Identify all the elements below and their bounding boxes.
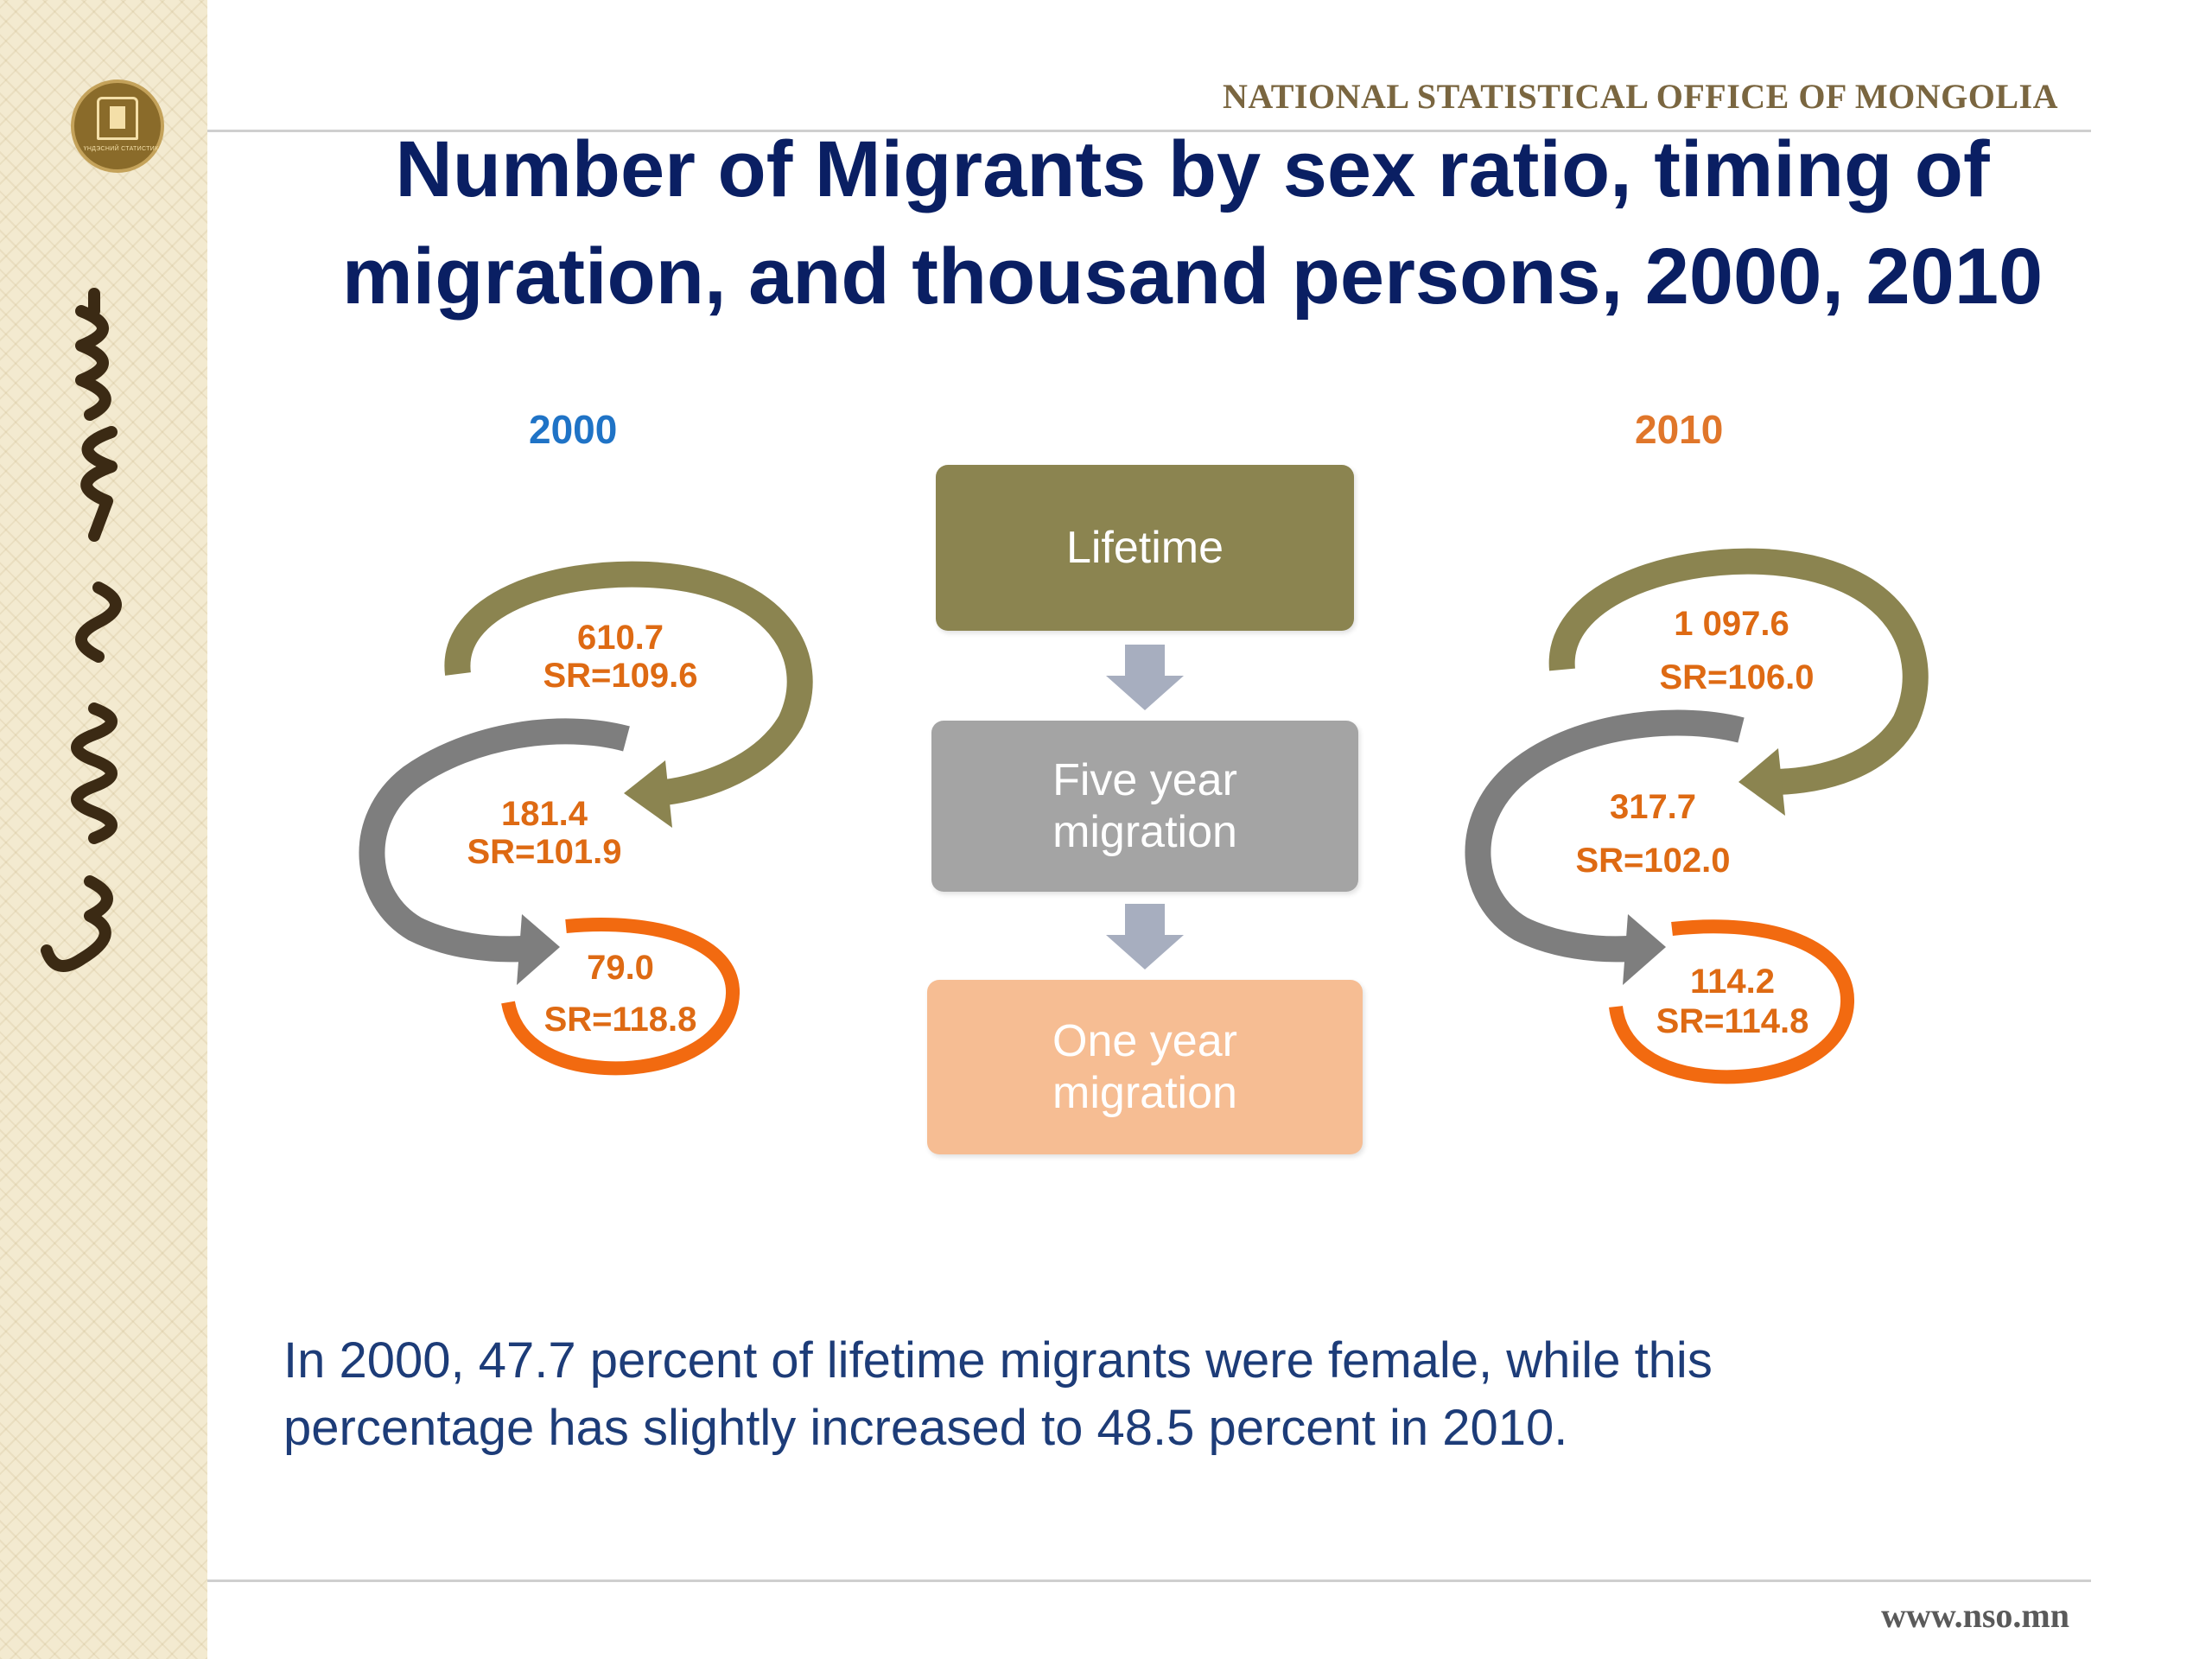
header-divider [207,130,2091,132]
arrows-2010 [1465,548,1929,1084]
caption-line-2: percentage has slightly increased to 48.… [283,1400,1568,1456]
one-year-value-2010: 114.2 [1690,963,1775,1001]
five-year-arrowhead-2000 [517,914,560,985]
title-line-2: migration, and thousand persons, 2000, 2… [341,232,2044,321]
lifetime-sr-2000: SR=109.6 [543,657,698,695]
one-year-migration-box: One year migration [927,980,1363,1154]
footer-divider [207,1580,2091,1582]
five-year-sr-2010: SR=102.0 [1575,842,1731,880]
website-url: www.nso.mn [1881,1596,2069,1635]
year-2010-heading: 2010 [1635,407,1724,452]
one-year-ring-2010 [1609,919,1855,1084]
lifetime-arrowhead-2000 [624,760,672,828]
five-year-arrowhead-2010 [1623,914,1666,985]
lifetime-arrowhead-2010 [1738,748,1785,816]
caption-line-1: In 2000, 47.7 percent of lifetime migran… [283,1332,1713,1389]
down-arrow-icon [1106,904,1184,969]
lifetime-curved-arrow-2010 [1548,548,1929,795]
lifetime-curved-arrow-2000 [444,561,813,806]
slide-title: Number of Migrants by sex ratio, timing … [173,116,2212,330]
logo-text: ҮНДЭСНИЙ СТАТИСТИК [83,146,159,152]
one-year-label-line-1: One year [1052,1016,1237,1066]
mongolian-script-ornament [41,288,122,972]
five-year-curved-arrow-2000 [359,718,630,963]
five-year-label-line-2: migration [1052,807,1237,857]
lifetime-value-2010: 1 097.6 [1674,605,1789,643]
lifetime-sr-2010: SR=106.0 [1659,658,1815,696]
soyombo-emblem-icon [97,97,138,140]
one-year-label-line-2: migration [1052,1068,1237,1118]
organization-name: NATIONAL STATISTICAL OFFICE OF MONGOLIA [1222,77,2058,116]
lifetime-label: Lifetime [1065,523,1224,573]
one-year-sr-2000: SR=118.8 [543,1001,697,1039]
title-line-1: Number of Migrants by sex ratio, timing … [395,125,1990,213]
one-year-ring-2000 [501,918,741,1076]
five-year-sr-2000: SR=101.9 [467,833,622,871]
lifetime-value-2000: 610.7 [576,619,664,657]
five-year-value-2000: 181.4 [500,795,588,833]
arrows-2000 [359,561,813,1076]
five-year-label-line-1: Five year [1052,755,1237,805]
year-2000-heading: 2000 [529,407,618,452]
five-year-value-2010: 317.7 [1609,788,1697,826]
five-year-curved-arrow-2010 [1465,709,1745,963]
lifetime-box: Lifetime [936,465,1354,631]
nso-logo: ҮНДЭСНИЙ СТАТИСТИК [71,79,164,173]
one-year-sr-2010: SR=114.8 [1656,1002,1809,1040]
down-arrow-icon [1106,645,1184,710]
decorative-sidebar: ҮНДЭСНИЙ СТАТИСТИК [0,0,207,1659]
five-year-migration-box: Five year migration [931,721,1358,892]
summary-caption: In 2000, 47.7 percent of lifetime migran… [283,1327,1977,1462]
one-year-value-2000: 79.0 [587,949,654,987]
